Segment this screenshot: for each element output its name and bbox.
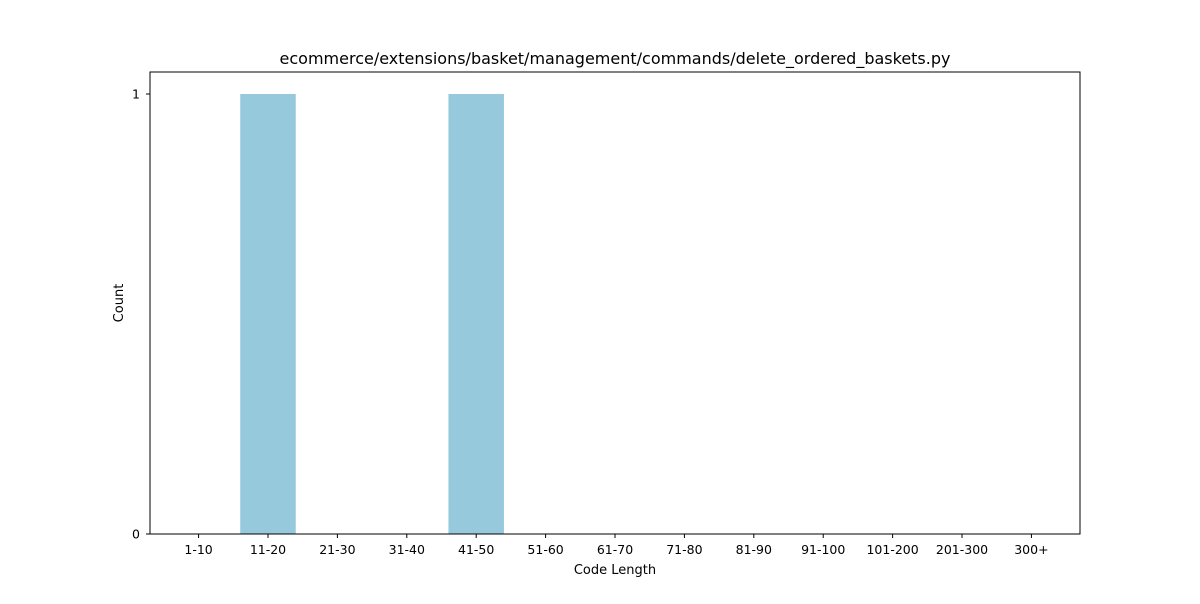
x-tick-label: 201-300 [936,542,988,557]
x-tick-label: 300+ [1014,542,1048,557]
x-tick-label: 51-60 [527,542,563,557]
chart-title: ecommerce/extensions/basket/management/c… [280,49,951,69]
bar-41-50 [448,94,504,534]
x-axis-ticks: 1-10 11-20 21-30 31-40 41-50 51-60 61-70 71-80 8… [184,534,1049,557]
x-tick-label: 1-10 [184,542,212,557]
x-tick-label: 61-70 [597,542,633,557]
x-tick-label: 21-30 [319,542,355,557]
x-tick-label: 91-100 [801,542,845,557]
x-tick-label: 31-40 [389,542,425,557]
x-tick-label: 11-20 [250,542,286,557]
x-tick-label: 101-200 [866,542,918,557]
y-axis-label: Count [112,284,127,323]
x-tick-label: 71-80 [666,542,702,557]
x-tick-label: 81-90 [736,542,772,557]
y-tick-label: 1 [132,87,140,102]
bar-11-20 [240,94,296,534]
y-axis-ticks: 01 [132,87,150,542]
y-tick-label: 0 [132,527,140,542]
x-axis-label: Code Length [574,563,656,578]
x-tick-label: 41-50 [458,542,494,557]
bars-layer [240,94,504,534]
